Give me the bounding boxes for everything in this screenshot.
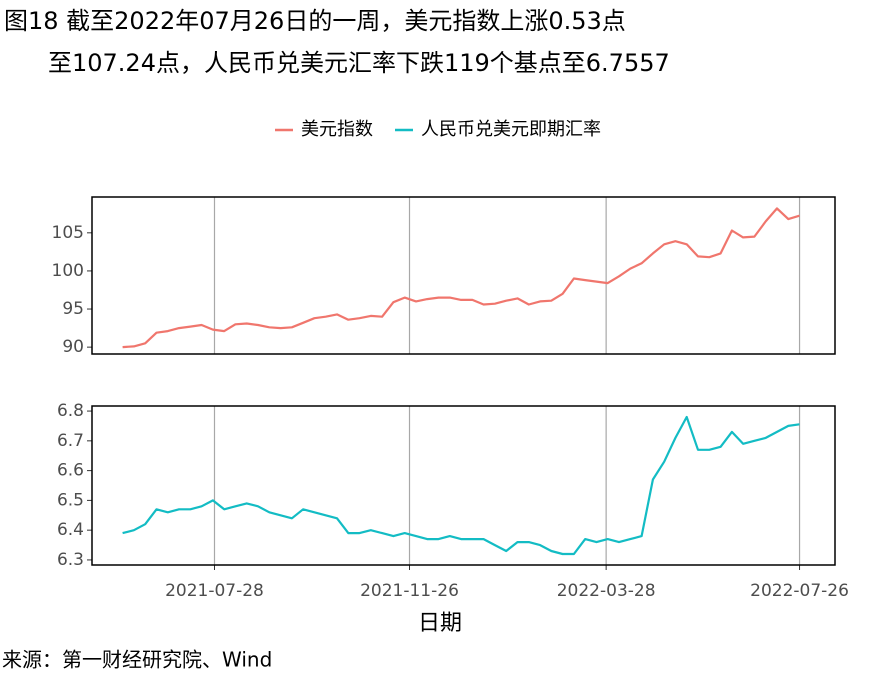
source: 来源：第一财经研究院、Wind	[2, 648, 272, 672]
x-tick-label: 2021-11-26	[360, 581, 459, 601]
legend-label: 人民币兑美元即期汇率	[421, 119, 601, 140]
title-line: 至107.24点，人民币兑美元汇率下跌119个基点至6.7557	[48, 49, 670, 77]
y-tick-label: 90	[62, 337, 84, 357]
plot-frame	[91, 405, 836, 566]
y-tick-label: 6.8	[57, 401, 84, 421]
x-axis-label: 日期	[418, 611, 462, 636]
title-line: 图18 截至2022年07月26日的一周，美元指数上涨0.53点	[4, 7, 626, 35]
x-tick-label: 2022-07-26	[750, 581, 849, 601]
x-tick-label: 2021-07-28	[165, 581, 264, 601]
plot-frame	[91, 196, 836, 355]
series-line	[122, 415, 800, 556]
y-tick-label: 100	[52, 261, 84, 281]
y-tick-label: 6.4	[57, 520, 84, 540]
series-line	[122, 207, 800, 349]
y-tick-label: 95	[62, 299, 84, 319]
x-tick-label: 2022-03-28	[557, 581, 656, 601]
y-tick-label: 105	[52, 223, 84, 243]
legend-label: 美元指数	[301, 119, 373, 140]
y-tick-label: 6.5	[57, 490, 84, 510]
y-tick-label: 6.6	[57, 461, 84, 481]
y-tick-label: 6.7	[57, 431, 84, 451]
y-tick-label: 6.3	[57, 550, 84, 570]
